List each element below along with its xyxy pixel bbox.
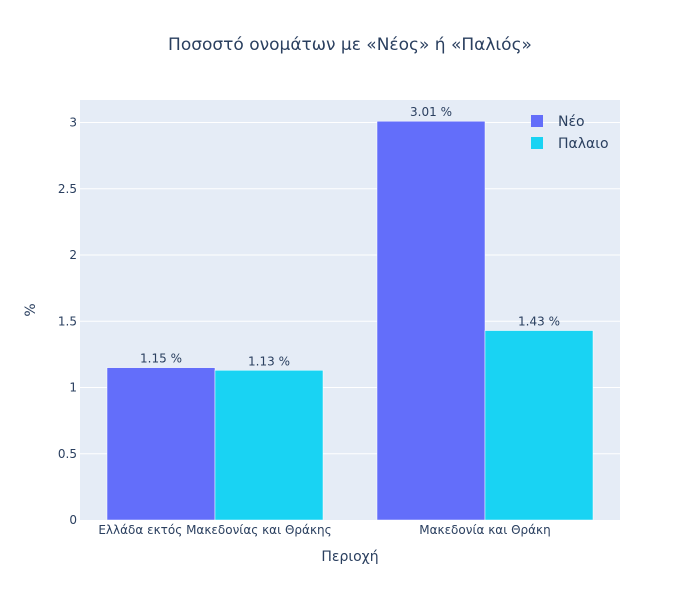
y-tick-label: 1	[69, 381, 77, 395]
bar[interactable]	[106, 367, 216, 521]
legend-swatch	[531, 137, 543, 149]
bar-value-label: 1.15 %	[140, 352, 182, 366]
legend-swatch	[531, 115, 543, 127]
legend-item-label[interactable]: Παλαιο	[558, 136, 609, 152]
legend-item-label[interactable]: Νέο	[558, 114, 585, 130]
x-axis-title: Περιοχή	[321, 549, 378, 565]
y-tick-label: 0.5	[58, 447, 77, 461]
chart-title: Ποσοστό ονομάτων με «Νέος» ή «Παλιός»	[168, 35, 532, 55]
bar[interactable]	[214, 370, 324, 521]
bars	[106, 120, 594, 521]
legend[interactable]: Νέο Παλαιο	[531, 114, 609, 152]
bar[interactable]	[376, 120, 486, 521]
y-tick-label: 1.5	[58, 314, 77, 328]
x-tick-label: Μακεδονία και Θράκη	[419, 523, 551, 537]
y-axis-title: %	[23, 303, 39, 316]
x-axis-ticks: Ελλάδα εκτός Μακεδονίας και Θράκης Μακεδο…	[98, 523, 550, 537]
y-axis-ticks: 0 0.5 1 1.5 2 2.5 3	[58, 116, 77, 527]
bar-value-label: 1.13 %	[248, 354, 290, 368]
y-tick-label: 0	[69, 513, 77, 527]
y-tick-label: 3	[69, 116, 77, 130]
x-tick-label: Ελλάδα εκτός Μακεδονίας και Θράκης	[98, 523, 331, 537]
bar[interactable]	[484, 330, 594, 521]
y-tick-label: 2	[69, 248, 77, 262]
bar-labels: 1.15 % 1.13 % 3.01 % 1.43 %	[140, 105, 560, 368]
bar-value-label: 3.01 %	[410, 105, 452, 119]
y-tick-label: 2.5	[58, 182, 77, 196]
bar-value-label: 1.43 %	[518, 315, 560, 329]
